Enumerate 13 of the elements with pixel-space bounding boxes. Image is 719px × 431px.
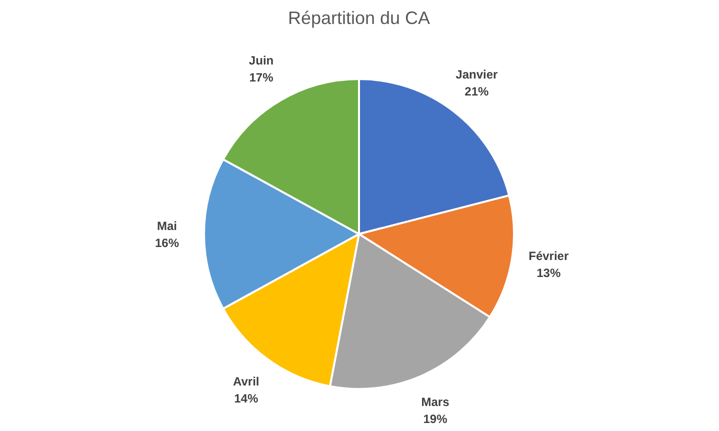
slice-label: Février [528,249,569,264]
data-label: 19% [423,412,448,426]
data-label: 17% [249,70,274,85]
data-label: 16% [154,236,180,250]
data-label: 13% [536,266,561,280]
slice-label: Janvier [456,67,498,82]
chart-title: Répartition du CA [288,8,430,28]
slice-label: Mars [421,395,450,410]
slice-label: Juin [248,54,274,68]
slice-label: Mai [156,219,178,233]
data-label: 21% [464,84,490,98]
slice-label: Avril [233,374,260,388]
data-label: 14% [234,391,258,406]
